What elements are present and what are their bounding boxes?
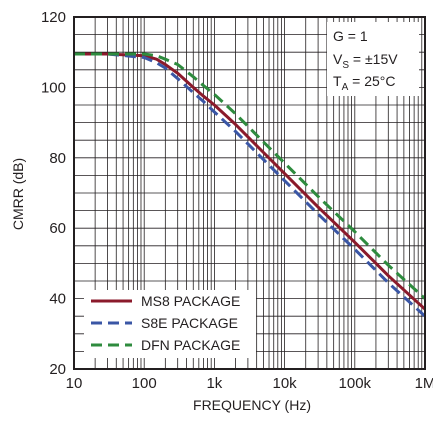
x-axis-title: FREQUENCY (Hz) xyxy=(193,397,311,413)
x-tick-label: 100k xyxy=(339,375,372,392)
y-tick-label: 120 xyxy=(41,9,66,26)
y-tick-label: 20 xyxy=(49,361,66,378)
legend-label-s8e-package: S8E PACKAGE xyxy=(141,315,238,331)
plot-frame xyxy=(73,16,426,370)
y-tick-label: 40 xyxy=(49,291,66,308)
conditions-box: G = 1 VS = ±15V TA = 25°C xyxy=(327,22,419,96)
series-line-s8e-package xyxy=(74,52,427,318)
conditions-background xyxy=(327,22,419,96)
conditions-gain: G = 1 xyxy=(333,28,368,44)
legend-label-ms8-package: MS8 PACKAGE xyxy=(141,293,240,309)
conditions-supply: VS = ±15V xyxy=(333,51,398,71)
x-tick-label: 1k xyxy=(206,375,222,392)
x-tick-label: 1M xyxy=(415,375,433,392)
series-line-dfn-package xyxy=(74,52,427,300)
tick-labels: 10 100 1k 10k 100k 1M 20 40 60 80 100 120 xyxy=(41,9,433,392)
series-lines xyxy=(74,52,427,318)
y-tick-label: 100 xyxy=(41,79,66,96)
x-tick-label: 100 xyxy=(132,375,157,392)
y-axis-title: CMRR (dB) xyxy=(10,158,26,230)
y-tick-label: 60 xyxy=(49,220,66,237)
x-tick-label: 10k xyxy=(273,375,298,392)
legend-label-dfn-package: DFN PACKAGE xyxy=(141,337,240,353)
x-tick-label: 10 xyxy=(66,375,83,392)
conditions-temperature: TA = 25°C xyxy=(333,73,395,93)
y-tick-label: 80 xyxy=(49,150,66,167)
series-line-ms8-package xyxy=(74,52,427,311)
legend: MS8 PACKAGE S8E PACKAGE DFN PACKAGE xyxy=(84,290,256,358)
